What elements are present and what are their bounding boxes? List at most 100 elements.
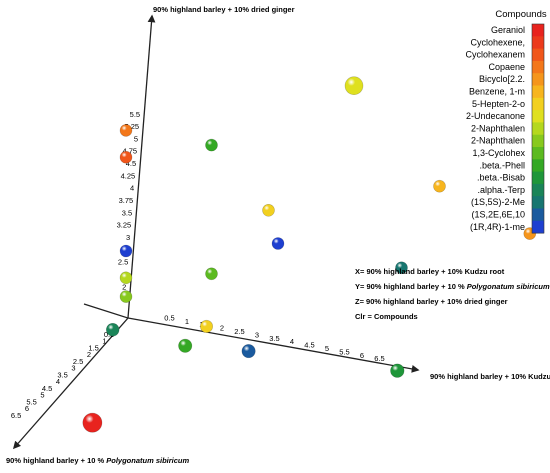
legend-label: Benzene, 1-m <box>469 87 525 97</box>
legend-label: Cyclohexanem <box>465 50 525 60</box>
data-point <box>119 290 133 303</box>
x-tick-label: 6.5 <box>374 354 384 363</box>
y-tick-label: 1 <box>102 337 106 346</box>
legend-swatch <box>532 208 544 222</box>
legend-label: (1S,5S)-2-Me <box>471 197 525 207</box>
data-point <box>205 138 218 152</box>
legend-label: .beta.-Bisab <box>477 173 525 183</box>
x-tick-label: 3.5 <box>269 334 279 343</box>
axes <box>12 14 420 450</box>
legend-swatch <box>532 134 544 148</box>
z-tick-label: 3 <box>126 233 130 242</box>
legend: Compounds Geraniol Cyclohexene, Cyclohexan… <box>465 9 547 234</box>
legend-swatch <box>532 48 544 62</box>
y-axis-title-italic: Polygonatum sibiricum <box>106 456 189 465</box>
y-tick-label: 6 <box>25 404 29 413</box>
y-tick-label: 2.5 <box>73 357 83 366</box>
data-point <box>119 150 133 164</box>
x-axis-back-line <box>83 303 129 319</box>
y-axis-line <box>12 317 129 450</box>
y-tick-label: 4.5 <box>42 384 52 393</box>
definition-line: X= 90% highland barley + 10% Kudzu root <box>355 267 505 276</box>
definition-line: Y= 90% highland barley + 10 % Polygonatu… <box>355 282 550 291</box>
legend-colorbar-frame <box>531 23 545 234</box>
legend-swatch <box>532 60 544 74</box>
z-tick-label: 3.25 <box>117 221 132 230</box>
z-tick-label: 4.5 <box>126 159 136 168</box>
legend-swatch <box>532 73 544 86</box>
data-point <box>271 237 285 250</box>
z-tick-label: 3.5 <box>122 208 132 217</box>
x-tick-label: 5 <box>325 344 329 353</box>
y-tick-label: 2 <box>87 350 91 359</box>
x-tick-label: 3 <box>255 330 259 339</box>
z-tick-label: 5 <box>134 134 138 143</box>
data-point <box>105 323 120 337</box>
definition-line: Z= 90% highland barley + 10% dried ginge… <box>355 297 508 306</box>
legend-swatch <box>532 36 544 49</box>
legend-swatch <box>532 147 544 160</box>
z-axis-title: 90% highland barley + 10% dried ginger <box>153 5 295 14</box>
y-tick-label: 4 <box>56 377 60 386</box>
z-tick-label: 4 <box>130 184 134 193</box>
data-point <box>344 76 364 95</box>
y-tick-label: 6.5 <box>11 411 21 420</box>
z-tick-label: 2.5 <box>118 258 128 267</box>
data-point <box>390 363 405 378</box>
z-axis-line <box>127 14 156 319</box>
legend-swatch <box>532 85 544 99</box>
x-tick-label: 6 <box>360 351 364 360</box>
data-point <box>82 412 103 433</box>
data-point <box>433 179 446 193</box>
legend-label: 1,3-Cyclohex <box>472 148 525 158</box>
data-point <box>119 271 133 285</box>
data-point <box>178 338 193 353</box>
legend-swatch <box>532 183 544 197</box>
x-axis-title: 90% highland barley + 10% Kudzu root <box>430 372 550 381</box>
y-axis-title-main: 90% highland barley + 10 % <box>6 456 106 465</box>
legend-swatch <box>532 24 544 37</box>
y-tick-label: 5.5 <box>26 397 36 406</box>
y-tick-label: 1.5 <box>88 343 98 352</box>
z-tick-label: 4.25 <box>121 171 136 180</box>
x-axis-line <box>127 317 420 373</box>
z-tick-label: 5.5 <box>130 110 140 119</box>
data-point <box>205 267 218 281</box>
legend-label: 5-Hepten-2-o <box>472 99 525 109</box>
data-point <box>200 319 214 333</box>
data-points <box>82 76 537 433</box>
legend-swatch <box>532 97 544 111</box>
x-tick-label: 0.5 <box>164 313 174 322</box>
legend-swatch <box>532 110 544 123</box>
z-tick-label: 4.75 <box>122 147 137 156</box>
definitions-block: X= 90% highland barley + 10% Kudzu root Y… <box>355 267 550 321</box>
z-tick-label: 5.25 <box>124 122 139 131</box>
legend-label: (1S,2E,6E,10 <box>471 210 525 220</box>
x-tick-label: 2 <box>220 324 224 333</box>
legend-label: Bicyclo[2.2. <box>479 74 525 84</box>
data-point <box>119 124 133 137</box>
y-axis-title: 90% highland barley + 10 % Polygonatum s… <box>6 456 190 465</box>
z-tick-label: 3.75 <box>119 196 134 205</box>
legend-label: Geraniol <box>491 25 525 35</box>
definition-line: Clr = Compounds <box>355 312 418 321</box>
y-tick-label: 3 <box>71 364 75 373</box>
x-tick-label: 2.5 <box>234 327 244 336</box>
legend-swatch <box>532 196 544 209</box>
x-tick-label: 4 <box>290 337 294 346</box>
data-point <box>262 204 275 217</box>
data-point <box>395 261 408 275</box>
legend-swatch <box>532 220 544 234</box>
legend-label: 2-Naphthalen <box>471 136 525 146</box>
x-tick-label: 1 <box>185 317 189 326</box>
y-tick-label: 3.5 <box>57 370 67 379</box>
legend-label: .alpha.-Terp <box>477 185 525 195</box>
x-tick-label: 5.5 <box>339 347 349 356</box>
y-tick-label: 5 <box>40 391 44 400</box>
data-point <box>119 244 133 258</box>
x-tick-label: 4.5 <box>304 341 314 350</box>
legend-label: Cyclohexene, <box>470 37 525 47</box>
z-tick-label: 2 <box>122 282 126 291</box>
